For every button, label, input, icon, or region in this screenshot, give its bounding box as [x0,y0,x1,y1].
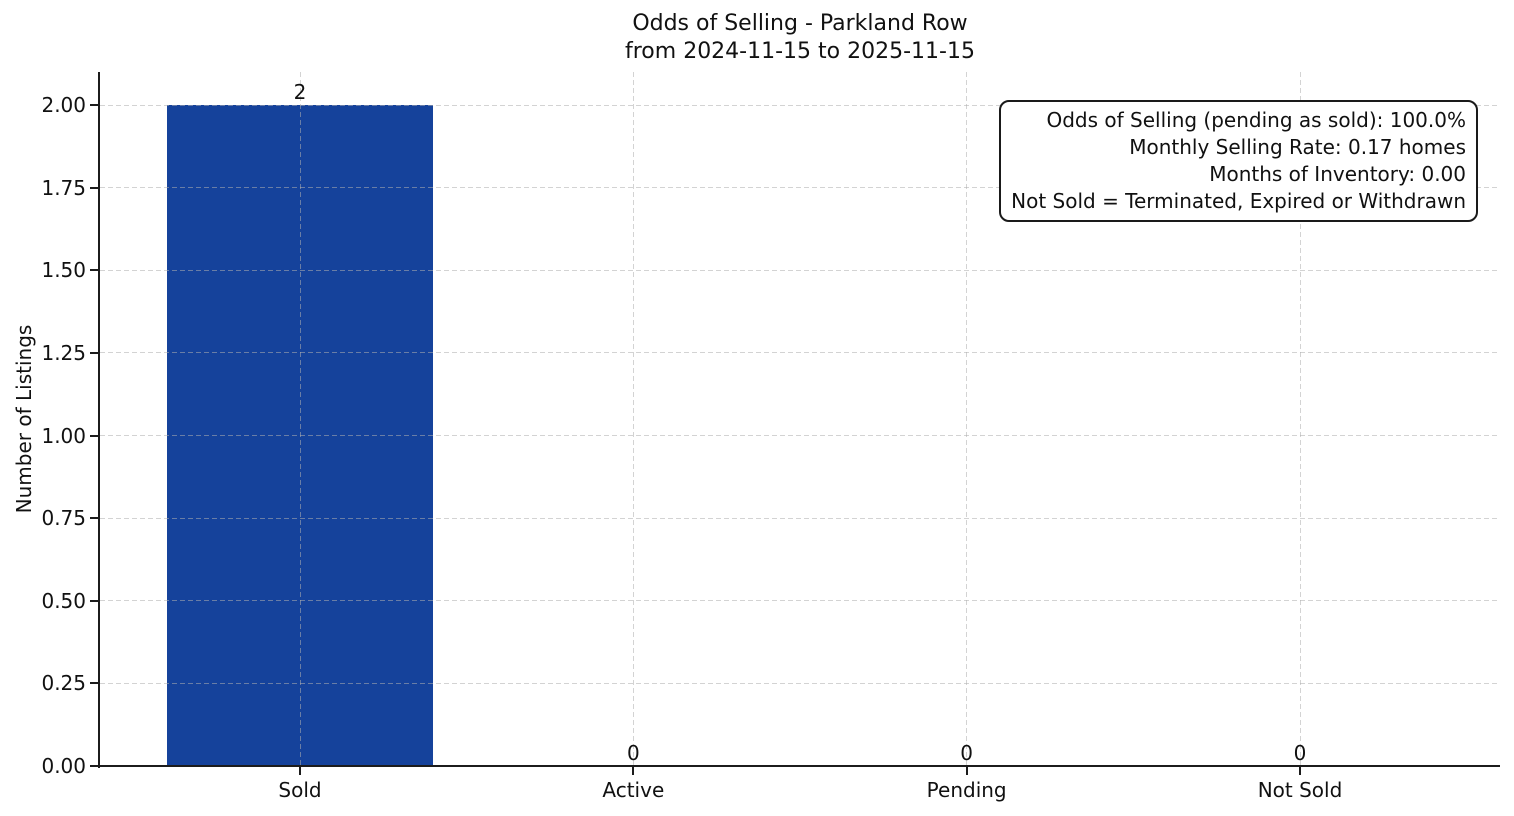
y-tick-label: 1.00 [41,423,86,448]
grid-line-horizontal [100,682,1500,684]
y-tick-label: 2.00 [41,93,86,118]
x-tick-label-pending: Pending [926,778,1007,802]
x-tick-mark [299,767,301,775]
x-tick-label-sold: Sold [278,778,322,802]
grid-line-horizontal [100,600,1500,602]
y-tick-mark [90,682,98,685]
chart-subtitle: from 2024-11-15 to 2025-11-15 [625,39,975,64]
y-tick-mark [90,765,98,767]
grid-line-horizontal [100,269,1500,271]
y-tick-mark [90,104,98,107]
stats-annotation-box: Odds of Selling (pending as sold): 100.0… [999,100,1478,222]
y-axis-line [98,72,100,768]
x-tick-label-active: Active [602,778,665,802]
bar-value-label: 0 [1293,741,1307,765]
x-tick-mark [632,767,635,775]
y-tick-label: 0.75 [41,506,86,531]
grid-line-horizontal [100,517,1500,519]
stats-line: Monthly Selling Rate: 0.17 homes [1129,135,1466,159]
grid-line-vertical [299,72,301,766]
chart-title: Odds of Selling - Parkland Row [632,11,968,36]
bar-value-label: 2 [293,80,307,105]
x-axis-line [98,765,1500,767]
stats-line: Not Sold = Terminated, Expired or Withdr… [1011,189,1466,213]
grid-line-horizontal [100,187,1500,189]
y-tick-mark [90,434,98,437]
y-axis-label: Number of Listings [12,324,36,514]
y-tick-mark [90,517,98,520]
grid-line-horizontal [100,104,1500,106]
y-tick-label: 1.25 [41,340,86,365]
grid-line-vertical [966,72,968,766]
y-tick-label: 1.75 [41,175,86,200]
x-tick-label-not-sold: Not Sold [1257,778,1343,802]
y-tick-mark [90,599,98,602]
bar-value-label: 0 [960,741,974,765]
stats-line: Months of Inventory: 0.00 [1209,162,1466,186]
y-tick-label: 1.50 [41,258,86,283]
grid-line-horizontal [100,435,1500,437]
stats-line: Odds of Selling (pending as sold): 100.0… [1046,108,1466,132]
y-tick-mark [90,186,98,189]
y-tick-mark [90,351,98,354]
grid-line-vertical [632,72,634,766]
grid-line-horizontal [100,352,1500,354]
bar-value-label: 0 [626,741,640,765]
y-tick-label: 0.50 [41,588,86,613]
x-tick-mark [1299,767,1301,775]
grid-line-vertical [1299,72,1301,766]
y-tick-mark [90,269,98,272]
chart-title-block: Odds of Selling - Parkland Row from 2024… [100,10,1500,66]
x-tick-mark [965,767,968,775]
y-tick-label: 0.00 [41,754,86,778]
y-tick-label: 0.25 [41,671,86,696]
